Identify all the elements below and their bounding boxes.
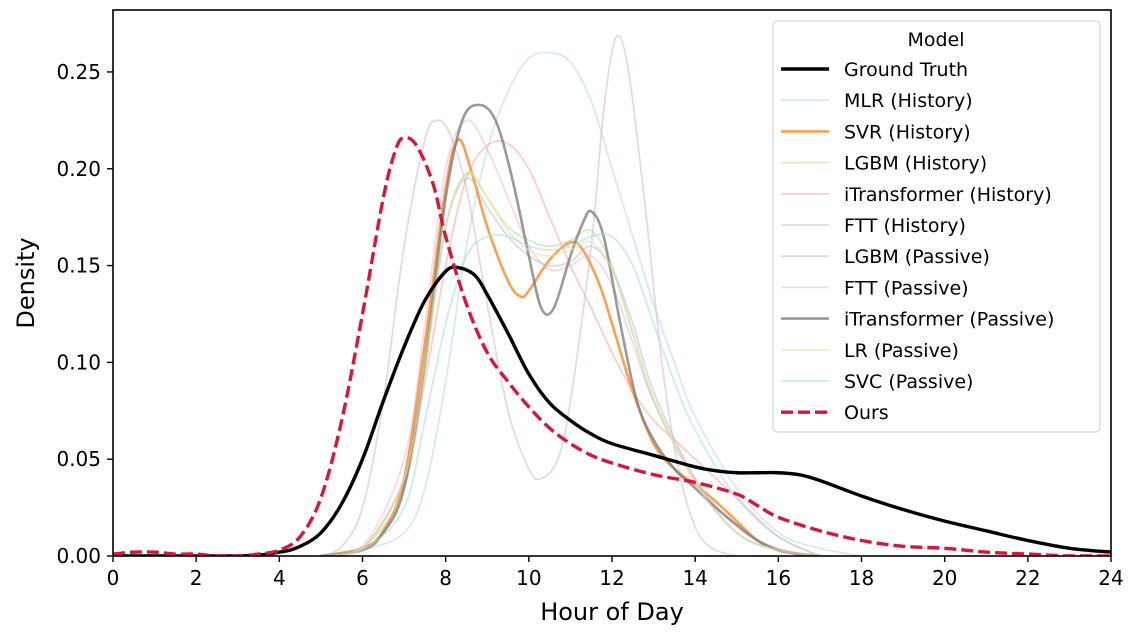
x-tick-label: 4 <box>273 566 286 590</box>
x-tick-label: 2 <box>190 566 203 590</box>
x-tick-label: 6 <box>356 566 369 590</box>
legend-label-svc-passive: SVC (Passive) <box>844 371 973 393</box>
series-line-svr-history <box>319 138 822 556</box>
legend-label-ground-truth: Ground Truth <box>844 59 968 81</box>
series-line-ftt-passive <box>320 119 821 556</box>
y-tick-label: 0.20 <box>56 157 101 181</box>
y-tick-label: 0.15 <box>56 254 101 278</box>
series-line-itransformer-history <box>320 140 821 556</box>
y-axis-title: Density <box>12 237 40 328</box>
y-axis: 0.00 0.05 0.10 0.15 0.20 0.25 <box>56 60 113 568</box>
legend-label-itransformer-history: iTransformer (History) <box>844 184 1052 206</box>
series-line-itransformer-passive <box>319 103 822 556</box>
series-line-svc-passive <box>320 233 821 556</box>
x-tick-label: 18 <box>849 566 874 590</box>
y-tick-label: 0.10 <box>56 350 101 374</box>
legend-label-ftt-passive: FTT (Passive) <box>844 277 969 299</box>
x-tick-label: 24 <box>1098 566 1123 590</box>
legend-label-ftt-history: FTT (History) <box>844 215 966 237</box>
y-tick-label: 0.05 <box>56 447 101 471</box>
x-tick-label: 14 <box>682 566 707 590</box>
x-axis-title: Hour of Day <box>540 598 684 626</box>
series-line-mlr-history <box>320 51 863 556</box>
legend-items: Ground Truth MLR (History) SVR (History) LG… <box>781 59 1054 424</box>
x-tick-label: 8 <box>439 566 452 590</box>
legend-box <box>772 20 1101 433</box>
legend: Model Ground Truth MLR (History) SVR (Hist… <box>772 20 1101 433</box>
x-tick-label: 12 <box>599 566 624 590</box>
legend-label-lgbm-passive: LGBM (Passive) <box>844 246 990 268</box>
legend-title: Model <box>907 29 964 51</box>
legend-label-ours: Ours <box>844 402 889 424</box>
x-tick-label: 20 <box>932 566 957 590</box>
x-tick-label: 10 <box>516 566 541 590</box>
series-line-lr-passive <box>320 171 821 556</box>
legend-label-itransformer-passive: iTransformer (Passive) <box>844 309 1054 331</box>
series-line-ground-truth <box>113 265 1111 556</box>
legend-label-mlr-history: MLR (History) <box>844 90 973 112</box>
x-tick-label: 22 <box>1015 566 1040 590</box>
x-tick-label: 16 <box>766 566 791 590</box>
y-tick-label: 0.00 <box>56 544 101 568</box>
plot-area <box>113 34 1111 556</box>
x-axis: 0 2 4 6 8 10 12 14 16 18 20 22 24 <box>107 556 1124 590</box>
x-tick-label: 0 <box>107 566 120 590</box>
legend-label-lr-passive: LR (Passive) <box>844 340 959 362</box>
series-line-ftt-history <box>320 34 738 556</box>
series-line-ours <box>113 135 1111 556</box>
legend-label-lgbm-history: LGBM (History) <box>844 153 987 175</box>
legend-label-svr-history: SVR (History) <box>844 121 971 143</box>
y-tick-label: 0.25 <box>56 60 101 84</box>
